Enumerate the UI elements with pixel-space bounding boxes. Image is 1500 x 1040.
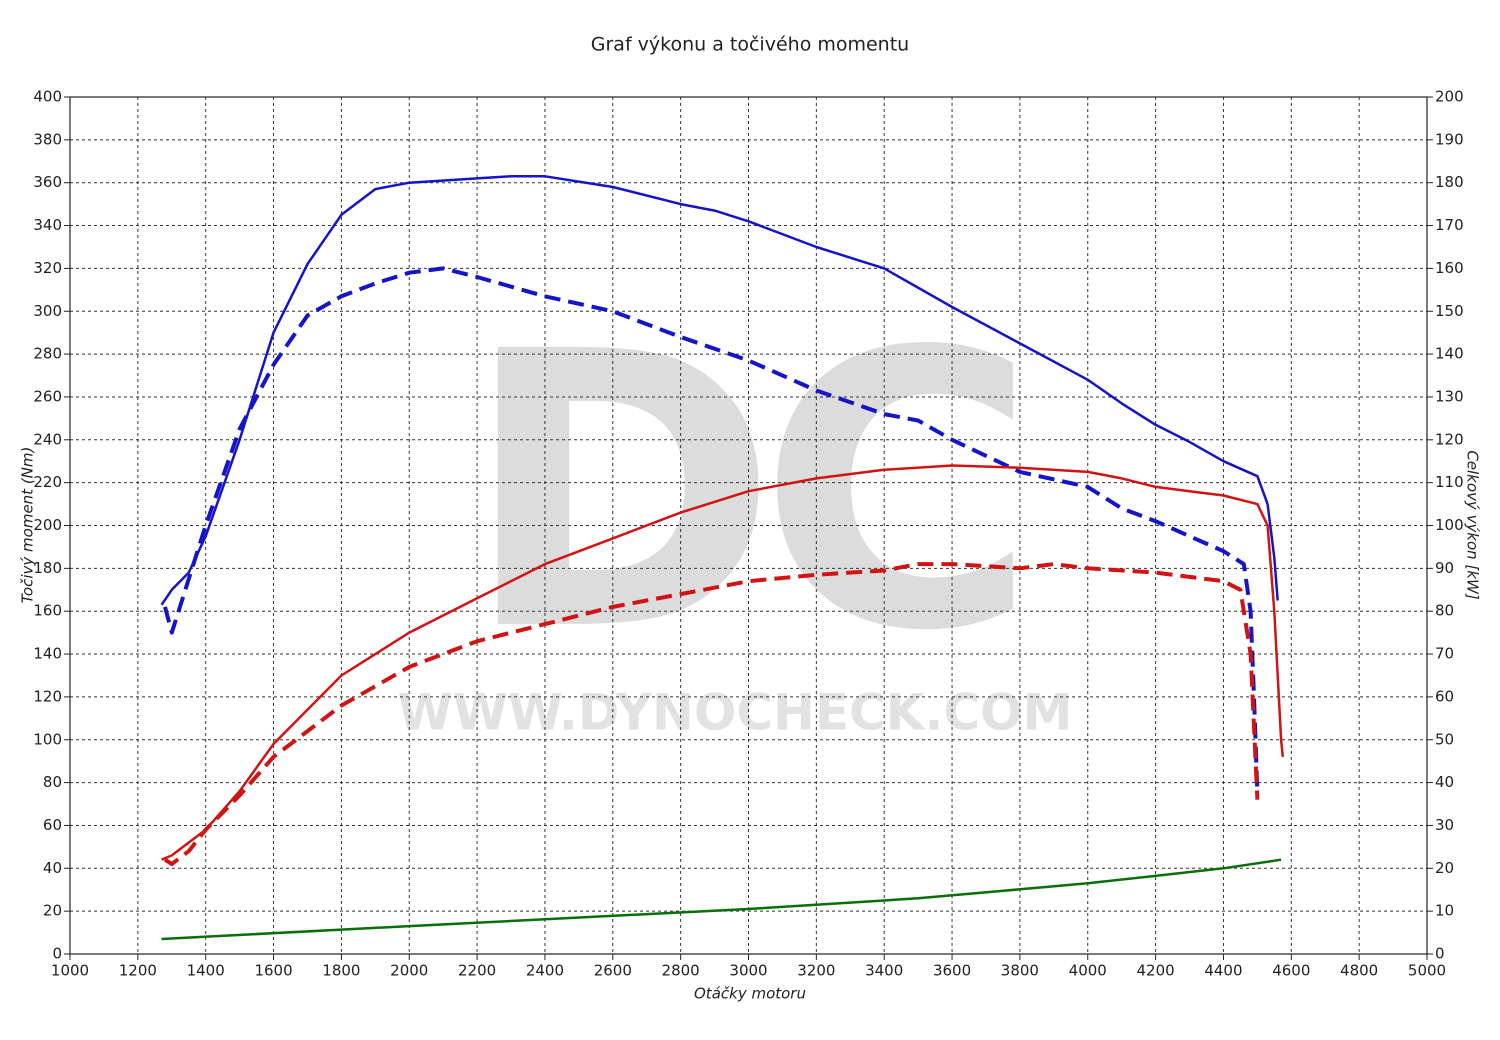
x-tick-label: 2200: [458, 962, 496, 980]
x-tick-label: 4200: [1137, 962, 1175, 980]
y-tick-label: 180: [33, 559, 62, 577]
y2-tick-label: 120: [1435, 430, 1464, 448]
watermark-logo: DC: [463, 271, 1017, 714]
y2-tick-label: 0: [1435, 945, 1445, 963]
y-tick-label: 380: [33, 130, 62, 148]
y2-tick-label: 130: [1435, 387, 1464, 405]
x-tick-label: 2400: [526, 962, 564, 980]
x-tick-label: 3600: [933, 962, 971, 980]
y-tick-label: 20: [43, 902, 62, 920]
y2-tick-label: 150: [1435, 302, 1464, 320]
x-tick-label: 3200: [797, 962, 835, 980]
y2-tick-label: 20: [1435, 859, 1454, 877]
x-tick-label: 3800: [1001, 962, 1039, 980]
chart-title: Graf výkonu a točivého momentu: [591, 34, 909, 56]
x-tick-label: 3000: [729, 962, 767, 980]
y-tick-label: 220: [33, 473, 62, 491]
y-tick-label: 40: [43, 859, 62, 877]
x-tick-label: 1200: [119, 962, 157, 980]
x-tick-label: 4400: [1204, 962, 1242, 980]
x-tick-label: 3400: [865, 962, 903, 980]
x-tick-label: 2800: [662, 962, 700, 980]
y2-tick-label: 200: [1435, 88, 1464, 106]
x-tick-label: 2000: [390, 962, 428, 980]
y2-tick-label: 80: [1435, 602, 1454, 620]
x-tick-label: 5000: [1408, 962, 1446, 980]
series-line: [161, 464, 1285, 861]
x-tick-label: 4800: [1340, 962, 1378, 980]
y2-tick-label: 190: [1435, 130, 1464, 148]
y2-tick-label: 70: [1435, 645, 1454, 663]
y-tick-label: 120: [33, 687, 62, 705]
series-line: [161, 858, 1282, 941]
x-tick-label: 1600: [254, 962, 292, 980]
x-tick-label: 4600: [1272, 962, 1310, 980]
y2-tick-label: 40: [1435, 773, 1454, 791]
y2-tick-label: 180: [1435, 173, 1464, 191]
y2-tick-label: 170: [1435, 216, 1464, 234]
y2-tick-label: 160: [1435, 259, 1464, 277]
series-line: [163, 266, 1260, 794]
x-tick-label: 2600: [594, 962, 632, 980]
y2-tick-label: 30: [1435, 816, 1454, 834]
y-tick-label: 340: [33, 216, 62, 234]
plot-frame: [69, 96, 1428, 955]
series-line: [160, 175, 1279, 606]
y-tick-label: 60: [43, 816, 62, 834]
y-tick-label: 100: [33, 730, 62, 748]
y2-axis-label: Celkový výkon [kW]: [1464, 450, 1482, 600]
y-tick-label: 260: [33, 387, 62, 405]
x-tick-label: 4000: [1069, 962, 1107, 980]
x-tick-label: 1400: [187, 962, 225, 980]
y2-tick-label: 110: [1435, 473, 1464, 491]
y2-tick-label: 140: [1435, 345, 1464, 363]
y2-tick-label: 50: [1435, 730, 1454, 748]
watermark-url: WWW.DYNOCHECK.COM: [398, 684, 1073, 742]
y-tick-label: 0: [52, 945, 62, 963]
y-tick-label: 320: [33, 259, 62, 277]
x-tick-label: 1800: [322, 962, 360, 980]
y2-tick-label: 90: [1435, 559, 1454, 577]
x-axis-label: Otáčky motoru: [694, 985, 806, 1003]
series-line: [163, 562, 1260, 866]
y-tick-label: 200: [33, 516, 62, 534]
y-axis-label: Točivý moment (Nm): [19, 447, 37, 604]
y-tick-label: 160: [33, 602, 62, 620]
y-tick-label: 300: [33, 302, 62, 320]
y-tick-label: 400: [33, 88, 62, 106]
y2-tick-label: 10: [1435, 902, 1454, 920]
y-tick-label: 280: [33, 345, 62, 363]
y-tick-label: 80: [43, 773, 62, 791]
y-tick-label: 360: [33, 173, 62, 191]
y2-tick-label: 60: [1435, 687, 1454, 705]
y-tick-label: 240: [33, 430, 62, 448]
x-tick-label: 1000: [51, 962, 89, 980]
y-tick-label: 140: [33, 645, 62, 663]
y2-tick-label: 100: [1435, 516, 1464, 534]
